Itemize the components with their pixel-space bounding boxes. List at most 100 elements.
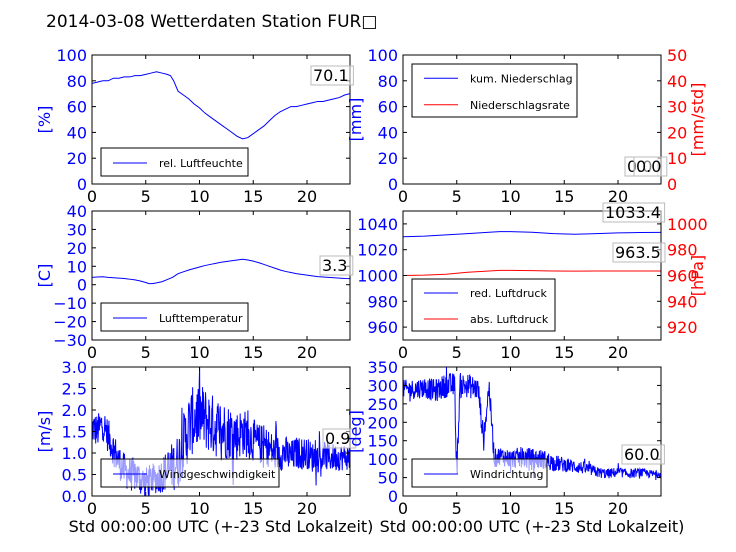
x-tick-label: 10	[500, 343, 520, 362]
x-tick-label: 0	[398, 499, 408, 518]
panel-pressure: 960 980 1000 1020 1040 0 5 10 15 20 920 940 960 980 10…	[357, 202, 708, 362]
y-tick-label: 20	[378, 149, 398, 168]
legend-box	[100, 302, 249, 332]
y-tick-label: 2.5	[62, 380, 87, 399]
y2-tick-label: 940	[667, 292, 698, 311]
legend-label: Niederschlagsrate	[470, 99, 570, 112]
value-annotation-2: 0.0	[633, 156, 668, 177]
x-tick-label: 20	[608, 499, 628, 518]
legend-label: Windgeschwindigkeit	[159, 468, 276, 481]
y-tick-label: 200	[367, 413, 398, 432]
y-tick-label: 40	[67, 123, 87, 142]
value-annotation-2-text: 0.0	[636, 157, 661, 176]
value-annotation-box	[621, 444, 665, 465]
value-annotation-text: 3.3	[322, 256, 347, 275]
legend-box	[411, 278, 556, 332]
value-annotation-text: 60.0	[624, 445, 660, 464]
y2-tick-label: 0	[667, 175, 677, 194]
y-tick-label: 3.0	[62, 358, 87, 377]
y-tick-label: 0	[77, 175, 87, 194]
y2-tick-label: 960	[667, 267, 698, 286]
x-tick-label: 15	[554, 499, 574, 518]
y-tick-label: 100	[367, 46, 398, 65]
value-annotation-2-box	[612, 242, 666, 263]
y-tick-label: 50	[378, 469, 398, 488]
y-axis-label: [m/s]	[35, 411, 54, 453]
y2-axis-label: [mm/std]	[688, 83, 707, 157]
legend: Windrichtung	[411, 458, 548, 488]
y2-tick-label: 10	[667, 149, 687, 168]
x-tick-label: 10	[189, 499, 209, 518]
y-axis-label: [mm]	[346, 98, 365, 142]
y-tick-label: 350	[367, 358, 398, 377]
legend-label: Windrichtung	[470, 468, 543, 481]
legend: rel. Luftfeuchte	[100, 147, 249, 177]
axes-frame	[91, 54, 351, 185]
y-tick-label: 60	[378, 98, 398, 117]
y-tick-label: 0.5	[62, 466, 87, 485]
y2-tick-label: 50	[667, 46, 687, 65]
x-tick-label: 15	[554, 343, 574, 362]
panel-windspeed: 0.0 0.5 1.0 1.5 2.0 2.5 3.0 0 5 10 15 20 [m/s] Std 00…	[35, 358, 373, 536]
x-tick-label: 0	[87, 187, 97, 206]
y-axis-label: [deg]	[346, 410, 365, 453]
x-tick-label: 5	[452, 187, 462, 206]
legend-label: abs. Luftdruck	[470, 313, 549, 326]
legend-label: rel. Luftfeuchte	[159, 157, 243, 170]
x-tick-label: 15	[243, 343, 263, 362]
x-tick-label: 5	[141, 343, 151, 362]
y2-tick-label: 980	[667, 241, 698, 260]
axes-frame	[402, 366, 662, 497]
series-group	[92, 258, 350, 285]
legend-box	[411, 63, 578, 118]
y2-tick-label: 1000	[667, 215, 708, 234]
y-tick-label: 60	[67, 98, 87, 117]
value-annotation-2-text: 963.5	[615, 243, 661, 262]
value-annotation: 0.9	[322, 428, 357, 449]
value-annotation: 70.1	[310, 65, 354, 86]
y-tick-label: 80	[67, 72, 87, 91]
x-tick-label: 5	[452, 343, 462, 362]
value-annotation: 60.0	[621, 444, 665, 465]
y-tick-label: 0	[77, 276, 87, 295]
y-tick-label: 1.0	[62, 444, 87, 463]
y-tick-label: 1000	[357, 267, 398, 286]
y-tick-label: 1.5	[62, 423, 87, 442]
y-tick-label: 300	[367, 376, 398, 395]
series-line-pressure-1	[403, 269, 661, 276]
figure-title: 2014-03-08 Wetterdaten Station FUR□	[46, 12, 377, 32]
y-tick-label: −20	[53, 313, 87, 332]
series-group	[92, 71, 350, 140]
y-tick-label: 10	[67, 257, 87, 276]
x-tick-label: 20	[608, 187, 628, 206]
x-tick-label: 5	[141, 499, 151, 518]
legend: red. Luftdruck abs. Luftdruck	[411, 278, 556, 332]
y-tick-label: 0.0	[62, 487, 87, 506]
x-tick-label: 5	[141, 187, 151, 206]
value-annotation: 1033.4	[602, 202, 666, 223]
series-line-temperature-0	[92, 258, 350, 285]
y-axis-label: [C]	[35, 264, 54, 288]
x-tick-label: 15	[243, 499, 263, 518]
x-tick-label: 20	[297, 343, 317, 362]
value-annotation-text: 70.1	[313, 66, 349, 85]
y-tick-label: −30	[53, 331, 87, 350]
y-tick-label: 0	[388, 487, 398, 506]
x-axis-label: Std 00:00:00 UTC (+-23 Std Lokalzeit)	[380, 517, 685, 536]
value-annotation: 3.3	[319, 255, 354, 276]
y-tick-label: 40	[67, 202, 87, 221]
x-tick-label: 20	[297, 187, 317, 206]
legend-box	[411, 458, 548, 488]
x-tick-label: 15	[554, 187, 574, 206]
series-group	[403, 231, 661, 276]
x-tick-label: 5	[452, 499, 462, 518]
y-axis-label: [%]	[35, 106, 54, 134]
series-line-pressure-0	[403, 231, 661, 238]
x-tick-label: 20	[608, 343, 628, 362]
x-tick-label: 10	[189, 343, 209, 362]
value-annotation-text: 1033.4	[605, 203, 661, 222]
